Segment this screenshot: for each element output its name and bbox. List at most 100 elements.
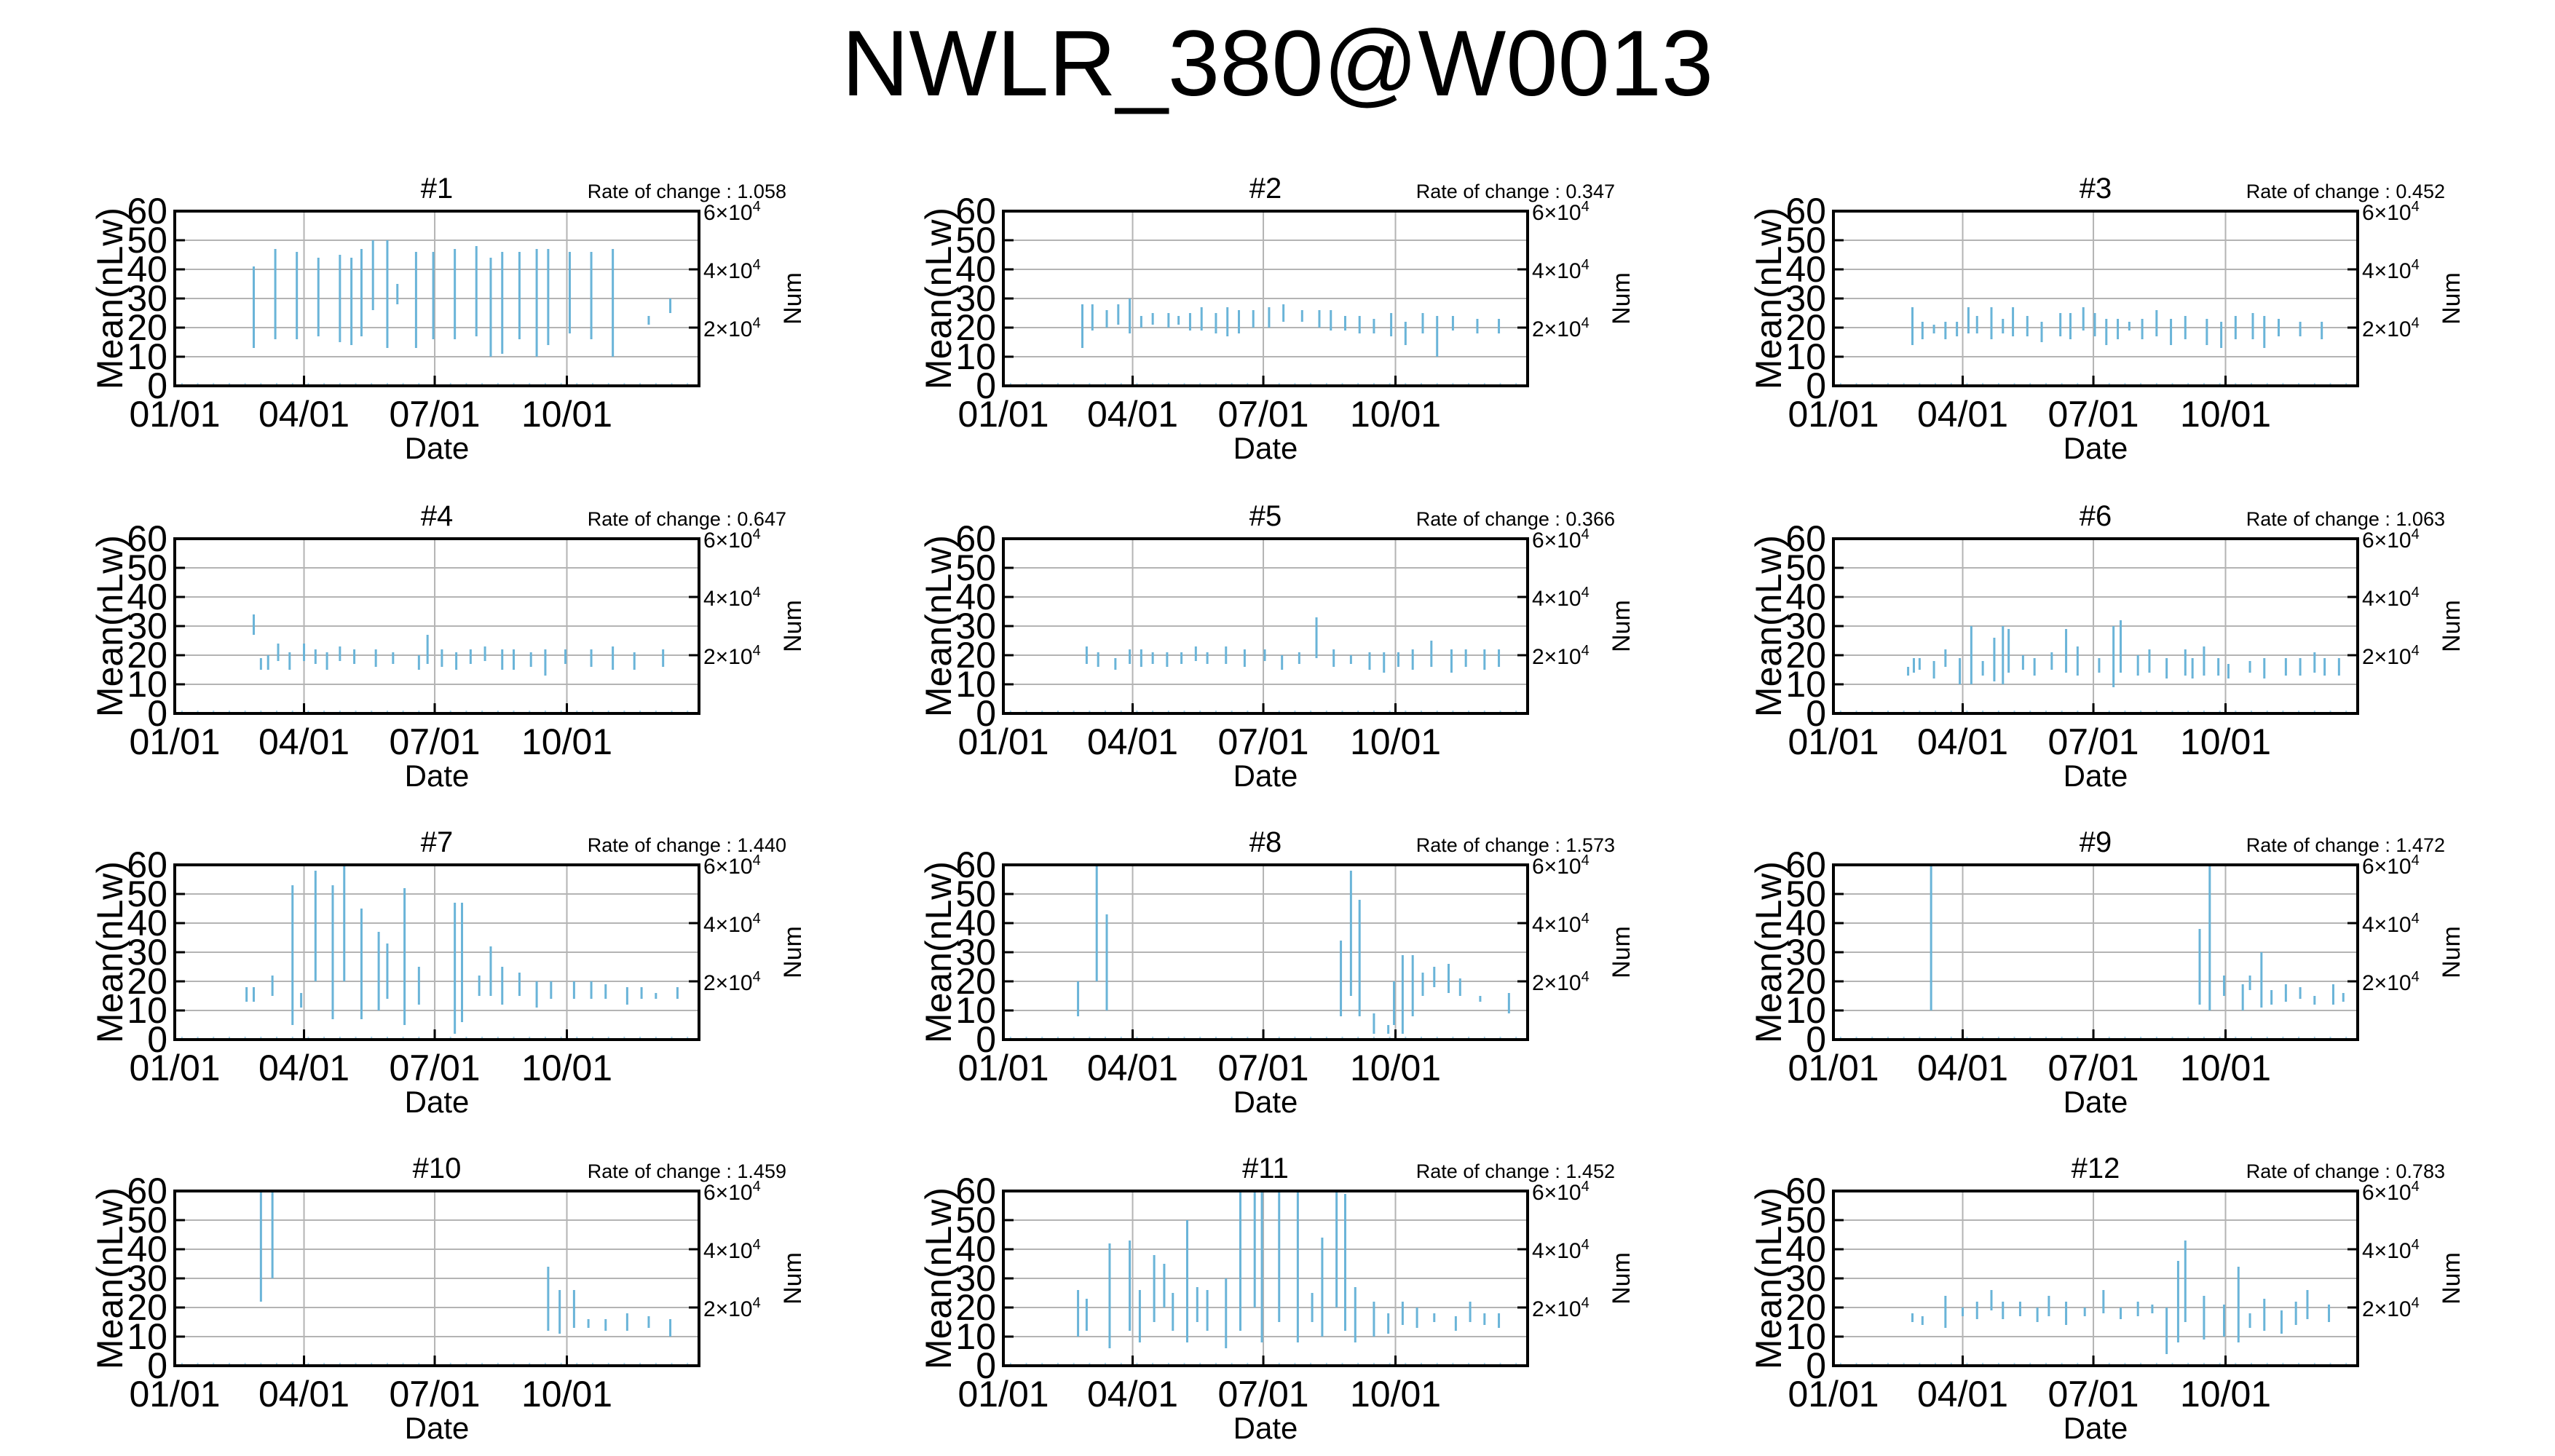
y2-axis-label: Num xyxy=(2438,1252,2465,1305)
y-tick-label: 50 xyxy=(1785,220,1826,261)
x-tick-label: 04/01 xyxy=(1087,1374,1178,1415)
y-tick-label: 60 xyxy=(1785,191,1826,232)
y2-tick-label: 6×104 xyxy=(2362,1179,2420,1205)
y-tick-label: 20 xyxy=(955,1287,996,1328)
y-tick-label: 0 xyxy=(976,365,996,406)
y-tick-label: 20 xyxy=(1785,961,1826,1002)
y-tick-label: 50 xyxy=(127,874,167,914)
y-tick-label: 20 xyxy=(1785,635,1826,676)
x-tick-label: 01/01 xyxy=(129,394,220,435)
y2-tick-label: 2×104 xyxy=(1532,643,1590,669)
x-tick-label: 10/01 xyxy=(521,1048,612,1088)
x-tick-label: 01/01 xyxy=(1788,1374,1879,1415)
y-tick-label: 40 xyxy=(127,577,167,617)
y-axis-label: Mean(nLw) xyxy=(90,207,130,389)
x-tick-label: 07/01 xyxy=(389,1374,480,1415)
rate-of-change: Rate of change : 1.058 xyxy=(588,181,786,202)
y-tick-label: 30 xyxy=(1785,606,1826,646)
rate-of-change: Rate of change : 0.783 xyxy=(2246,1160,2445,1182)
y-axis-label: Mean(nLw) xyxy=(90,1187,130,1369)
y2-tick-label: 2×104 xyxy=(2362,1295,2420,1321)
x-tick-label: 01/01 xyxy=(957,394,1049,435)
y-tick-label: 10 xyxy=(1785,664,1826,705)
rate-of-change: Rate of change : 0.647 xyxy=(588,508,786,530)
x-tick-label: 10/01 xyxy=(521,394,612,435)
page-title: NWLR_380@W0013 xyxy=(841,12,1714,116)
y-tick-label: 0 xyxy=(147,1019,167,1060)
y-tick-label: 40 xyxy=(955,249,996,290)
y-tick-label: 30 xyxy=(1785,278,1826,319)
rate-of-change: Rate of change : 0.452 xyxy=(2246,181,2445,202)
x-tick-label: 10/01 xyxy=(2180,721,2271,762)
y-tick-label: 30 xyxy=(955,932,996,973)
panel-title: #8 xyxy=(1249,826,1282,858)
x-axis-label: Date xyxy=(405,759,470,793)
rate-of-change: Rate of change : 0.366 xyxy=(1416,508,1615,530)
y-tick-label: 10 xyxy=(955,990,996,1031)
x-axis-label: Date xyxy=(405,431,470,465)
x-tick-label: 01/01 xyxy=(1788,394,1879,435)
y2-tick-label: 6×104 xyxy=(2362,526,2420,553)
panel-title: #5 xyxy=(1249,500,1282,532)
x-tick-label: 04/01 xyxy=(258,721,350,762)
x-tick-label: 07/01 xyxy=(389,394,480,435)
y-tick-label: 20 xyxy=(127,635,167,676)
y-tick-label: 40 xyxy=(127,249,167,290)
y-tick-label: 50 xyxy=(955,220,996,261)
x-tick-label: 04/01 xyxy=(1917,721,2008,762)
y-tick-label: 10 xyxy=(1785,1316,1826,1357)
y-tick-label: 60 xyxy=(1785,1171,1826,1211)
y-tick-label: 0 xyxy=(976,1019,996,1060)
y-tick-label: 40 xyxy=(955,903,996,943)
y2-tick-label: 2×104 xyxy=(2362,315,2420,341)
x-tick-label: 01/01 xyxy=(1788,721,1879,762)
y2-tick-label: 6×104 xyxy=(2362,199,2420,225)
panel-title: #10 xyxy=(413,1152,462,1184)
x-axis-label: Date xyxy=(1233,431,1298,465)
y2-tick-label: 2×104 xyxy=(1532,315,1590,341)
y-tick-label: 10 xyxy=(127,990,167,1031)
y-tick-label: 0 xyxy=(1806,365,1826,406)
x-tick-label: 07/01 xyxy=(2047,1048,2139,1088)
x-tick-label: 10/01 xyxy=(1350,721,1441,762)
y-tick-label: 40 xyxy=(955,577,996,617)
x-tick-label: 10/01 xyxy=(1350,1048,1441,1088)
rate-of-change: Rate of change : 1.459 xyxy=(588,1160,786,1182)
y-tick-label: 10 xyxy=(127,336,167,377)
y-tick-label: 20 xyxy=(1785,307,1826,348)
y2-axis-label: Num xyxy=(779,1252,807,1305)
y-tick-label: 60 xyxy=(1785,844,1826,885)
y2-tick-label: 6×104 xyxy=(703,1179,761,1205)
y2-tick-label: 2×104 xyxy=(2362,969,2420,995)
x-axis-label: Date xyxy=(2064,1411,2128,1445)
y-tick-label: 60 xyxy=(955,1171,996,1211)
y2-axis-label: Num xyxy=(779,272,807,325)
y-tick-label: 60 xyxy=(1785,518,1826,559)
y2-tick-label: 6×104 xyxy=(703,852,761,879)
x-tick-label: 01/01 xyxy=(129,1048,220,1088)
y-tick-label: 40 xyxy=(127,1229,167,1270)
x-tick-label: 07/01 xyxy=(1217,1374,1308,1415)
x-tick-label: 10/01 xyxy=(1350,394,1441,435)
y-tick-label: 50 xyxy=(1785,547,1826,588)
y2-tick-label: 4×104 xyxy=(703,911,761,937)
y2-tick-label: 4×104 xyxy=(2362,911,2420,937)
y2-tick-label: 4×104 xyxy=(1532,257,1590,283)
y-tick-label: 50 xyxy=(127,547,167,588)
panel-title: #1 xyxy=(421,173,454,205)
y-axis-label: Mean(nLw) xyxy=(90,535,130,717)
y2-tick-label: 6×104 xyxy=(1532,1179,1590,1205)
y2-tick-label: 4×104 xyxy=(2362,257,2420,283)
y2-tick-label: 4×104 xyxy=(703,585,761,611)
x-axis-label: Date xyxy=(2064,1085,2128,1119)
x-tick-label: 10/01 xyxy=(2180,1374,2271,1415)
y2-axis-label: Num xyxy=(1608,272,1635,325)
y2-tick-label: 6×104 xyxy=(1532,526,1590,553)
x-axis-label: Date xyxy=(405,1085,470,1119)
y-tick-label: 30 xyxy=(127,1258,167,1299)
y-axis-label: Mean(nLw) xyxy=(90,861,130,1043)
x-tick-label: 04/01 xyxy=(258,394,350,435)
